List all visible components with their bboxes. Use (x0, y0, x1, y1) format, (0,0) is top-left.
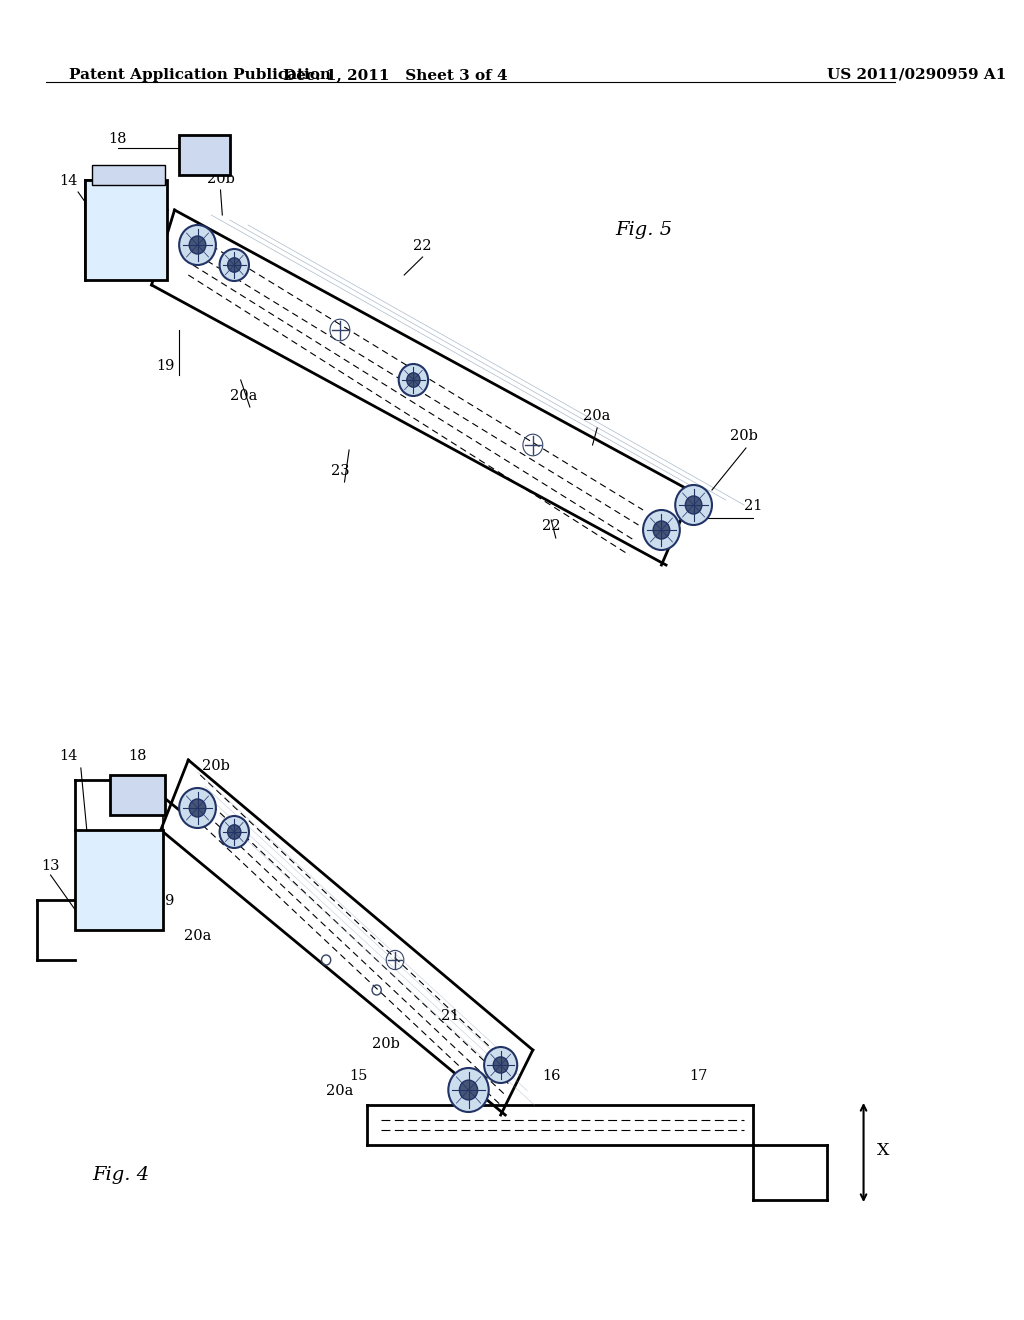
Text: 16: 16 (542, 1069, 560, 1082)
Text: 23: 23 (331, 465, 349, 478)
Text: 20b: 20b (202, 759, 229, 774)
Text: 19: 19 (157, 359, 174, 374)
Text: 19: 19 (157, 894, 174, 908)
Circle shape (675, 484, 712, 525)
Bar (76, 830, 163, 931)
Circle shape (484, 1047, 517, 1082)
Text: 15: 15 (349, 1069, 368, 1082)
Text: 20b: 20b (207, 172, 234, 186)
Circle shape (227, 825, 241, 840)
Circle shape (179, 224, 216, 265)
Text: 14: 14 (59, 174, 78, 187)
Text: 22: 22 (414, 239, 432, 253)
Text: X: X (878, 1142, 890, 1159)
Text: 20a: 20a (584, 409, 611, 422)
Circle shape (179, 788, 216, 828)
Text: US 2011/0290959 A1: US 2011/0290959 A1 (826, 69, 1007, 82)
Text: 20b: 20b (372, 1038, 399, 1051)
Text: 20a: 20a (229, 389, 257, 403)
Circle shape (407, 372, 420, 387)
Text: 17: 17 (689, 1069, 708, 1082)
Text: 22: 22 (542, 519, 560, 533)
Circle shape (227, 257, 241, 272)
Text: 20b: 20b (730, 429, 758, 444)
Circle shape (219, 249, 249, 281)
Bar (92, 165, 165, 185)
Circle shape (449, 1068, 488, 1111)
Text: Dec. 1, 2011   Sheet 3 of 4: Dec. 1, 2011 Sheet 3 of 4 (283, 69, 507, 82)
Bar (85, 180, 167, 280)
Bar (179, 135, 229, 176)
Text: 13: 13 (41, 859, 59, 873)
Circle shape (685, 496, 701, 513)
Circle shape (189, 236, 206, 253)
Text: 20a: 20a (327, 1084, 353, 1098)
Text: 20a: 20a (184, 929, 211, 942)
Text: 14: 14 (59, 748, 78, 763)
Text: 21: 21 (744, 499, 763, 513)
Text: 21: 21 (441, 1008, 460, 1023)
Text: 18: 18 (129, 748, 147, 763)
Circle shape (398, 364, 428, 396)
Bar (111, 775, 165, 814)
Text: 18: 18 (109, 132, 127, 147)
Circle shape (460, 1080, 477, 1100)
Text: Fig. 5: Fig. 5 (615, 220, 673, 239)
Circle shape (653, 521, 670, 539)
Circle shape (643, 510, 680, 550)
Circle shape (219, 816, 249, 847)
Text: Fig. 4: Fig. 4 (92, 1166, 150, 1184)
Text: Patent Application Publication: Patent Application Publication (69, 69, 331, 82)
Circle shape (494, 1057, 508, 1073)
Circle shape (189, 799, 206, 817)
